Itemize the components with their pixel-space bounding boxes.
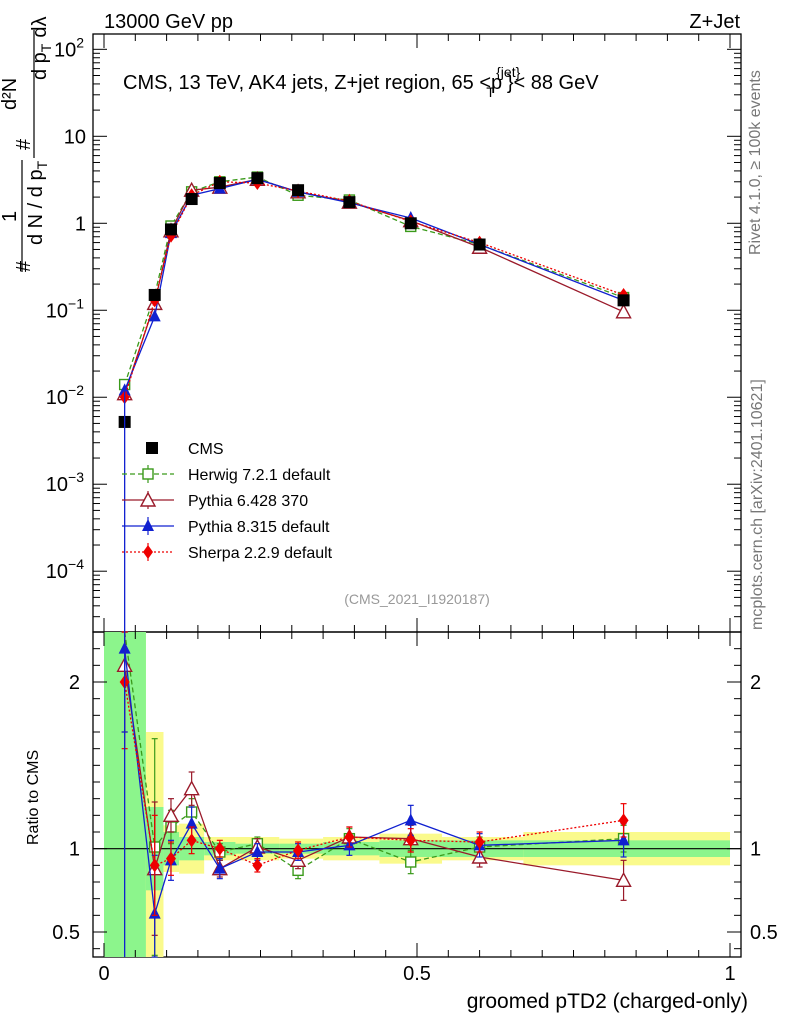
legend-item-sherpa: Sherpa 2.2.9 default [122, 543, 333, 562]
ratio-point-py8 [213, 861, 226, 874]
legend-marker-py6 [139, 491, 157, 507]
chart-title: CMS, 13 TeV, AK4 jets, Z+jet region, 65 … [123, 64, 599, 100]
main-point-cms [164, 223, 177, 236]
main-ytick-label: 102 [54, 34, 84, 61]
ratio-point-herwig [405, 856, 417, 868]
title-sup: {jet} [496, 64, 520, 80]
main-ytick-label: 10−1 [46, 295, 84, 322]
main-point-cms [617, 294, 630, 307]
legend-item-py8: Pythia 8.315 default [122, 517, 330, 536]
main-frame [92, 33, 742, 633]
xtick-label: 0.5 [403, 963, 431, 985]
ratio-point-sherpa [474, 835, 485, 849]
ratio-ytick-label: 0.5 [52, 922, 80, 944]
ratio-ytick-label-right: 2 [750, 672, 761, 694]
legend-label-herwig: Herwig 7.2.1 default [188, 467, 331, 484]
ratio-point-py8 [251, 845, 264, 857]
main-ytick-label: 10 [64, 126, 86, 148]
main-point-cms [213, 177, 226, 190]
title-sub: T [486, 84, 495, 100]
header-left: 13000 GeV pp [104, 11, 233, 33]
legend-marker-cms [146, 442, 158, 454]
ratio-point-sherpa [165, 851, 176, 866]
legend-item-cms: CMS [146, 441, 224, 458]
legend-label-py6: Pythia 6.428 370 [188, 493, 308, 510]
ratio-point-py8 [404, 813, 417, 826]
ratio-point-sherpa [293, 843, 304, 858]
main-line-py6 [124, 178, 624, 394]
main-ytick-label: 10−4 [46, 556, 84, 583]
legend-marker-py8 [142, 519, 154, 531]
ratio-point-sherpa [214, 841, 225, 856]
ratio-point-py6 [162, 806, 180, 823]
ratio-point-sherpa [186, 833, 197, 848]
ylabel-hash-2: # [13, 138, 35, 150]
main-point-cms [292, 184, 305, 197]
main-point-cms [343, 196, 356, 209]
title-main: CMS, 13 TeV, AK4 jets, Z+jet region, 65 … [123, 72, 502, 94]
analysis-id: (CMS_2021_I1920187) [344, 591, 490, 607]
header-right: Z+Jet [689, 11, 740, 33]
main-ytick-label: 10−3 [46, 469, 84, 496]
ratio-point-sherpa [252, 858, 263, 873]
main-point-cms [185, 193, 198, 206]
main-ytick-label: 10−2 [46, 382, 84, 409]
main-point-cms [148, 288, 161, 301]
main-line-herwig [124, 176, 624, 385]
ratio-point-sherpa [344, 830, 355, 844]
ylabel-den: d N / d pT [25, 160, 50, 245]
main-point-cms [251, 172, 264, 185]
main-point-py6 [615, 303, 632, 319]
main-point-cms [404, 217, 417, 230]
series [116, 170, 632, 958]
ratio-ytick-label: 2 [69, 672, 80, 694]
legend-item-py6: Pythia 6.428 370 [122, 491, 308, 510]
ratio-point-sherpa [618, 813, 629, 828]
legend-marker-sherpa [143, 545, 153, 559]
main-line-sherpa [124, 181, 624, 398]
ratio-line-py8 [124, 648, 624, 914]
xtick-label: 1 [724, 963, 735, 985]
ylabel-hash: # [13, 260, 35, 272]
main-point-py8 [148, 309, 161, 322]
legend-label-sherpa: Sherpa 2.2.9 default [188, 545, 333, 562]
legend-label-cms: CMS [188, 441, 224, 458]
series-cms [118, 172, 630, 428]
x-axis-label: groomed pTD2 (charged-only) [467, 990, 748, 1013]
main-ylabel: # 1 d N / d pT d²N d pTdλ # [0, 17, 54, 272]
ratio-point-sherpa [405, 833, 416, 848]
main-point-py8 [118, 383, 131, 396]
main-ytick-label: 1 [75, 213, 86, 235]
ratio-ytick-label-right: 0.5 [750, 922, 778, 944]
ratio-ylabel: Ratio to CMS [25, 750, 42, 845]
ratio-point-py8 [617, 833, 630, 846]
axis-ticks: 102 10 1 10−1 10−2 10−3 10−4 2 2 1 1 0.5 0.5 0 0.5 1 [46, 34, 778, 985]
ratio-ytick-label-right: 1 [750, 839, 761, 861]
mcplots-label: mcplots.cern.ch [arXiv:2401.10621] [749, 379, 766, 630]
ratio-point-py8 [185, 816, 198, 829]
ratio-ytick-label: 1 [69, 839, 80, 861]
title-tail: }< 88 GeV [507, 72, 599, 94]
main-point-cms [473, 238, 486, 251]
ylabel-num-den: d pTdλ [29, 17, 54, 81]
legend-label-py8: Pythia 8.315 default [188, 519, 330, 536]
legend: CMS Herwig 7.2.1 default Pythia 6.428 370 P… [122, 441, 333, 562]
ylabel-num: d²N [0, 78, 21, 110]
xtick-label: 0 [98, 963, 109, 985]
ratio-point-py6 [615, 871, 632, 888]
ylabel-one: 1 [0, 211, 21, 222]
legend-marker-herwig [142, 468, 154, 480]
legend-item-herwig: Herwig 7.2.1 default [122, 465, 331, 484]
ratio-point-py6 [183, 780, 200, 796]
rivet-label: Rivet 4.1.0, ≥ 100k events [747, 70, 764, 255]
ratio-point-sherpa [149, 858, 160, 873]
